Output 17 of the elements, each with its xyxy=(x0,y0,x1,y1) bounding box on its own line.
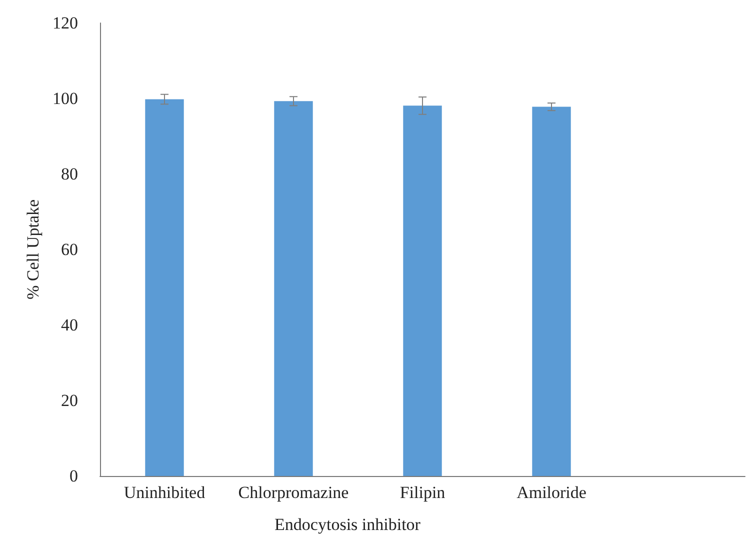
x-tick-label: Filipin xyxy=(400,483,446,502)
bar xyxy=(532,106,571,476)
y-tick-label: 120 xyxy=(52,14,78,32)
bar xyxy=(274,101,313,476)
x-tick-label: Amiloride xyxy=(516,483,586,502)
y-tick-label: 80 xyxy=(61,164,78,184)
y-tick-label: 100 xyxy=(52,89,78,108)
bar xyxy=(403,106,442,476)
bar xyxy=(145,99,184,476)
y-tick-label: 0 xyxy=(70,466,78,486)
y-axis-title: % Cell Uptake xyxy=(24,199,43,300)
y-tick-label: 40 xyxy=(61,316,78,334)
x-tick-label: Chlorpromazine xyxy=(238,483,349,502)
y-tick-label: 20 xyxy=(61,391,78,410)
y-tick-label: 60 xyxy=(61,240,78,259)
x-tick-label: Uninhibited xyxy=(124,483,206,502)
x-axis-title: Endocytosis inhibitor xyxy=(274,515,421,534)
